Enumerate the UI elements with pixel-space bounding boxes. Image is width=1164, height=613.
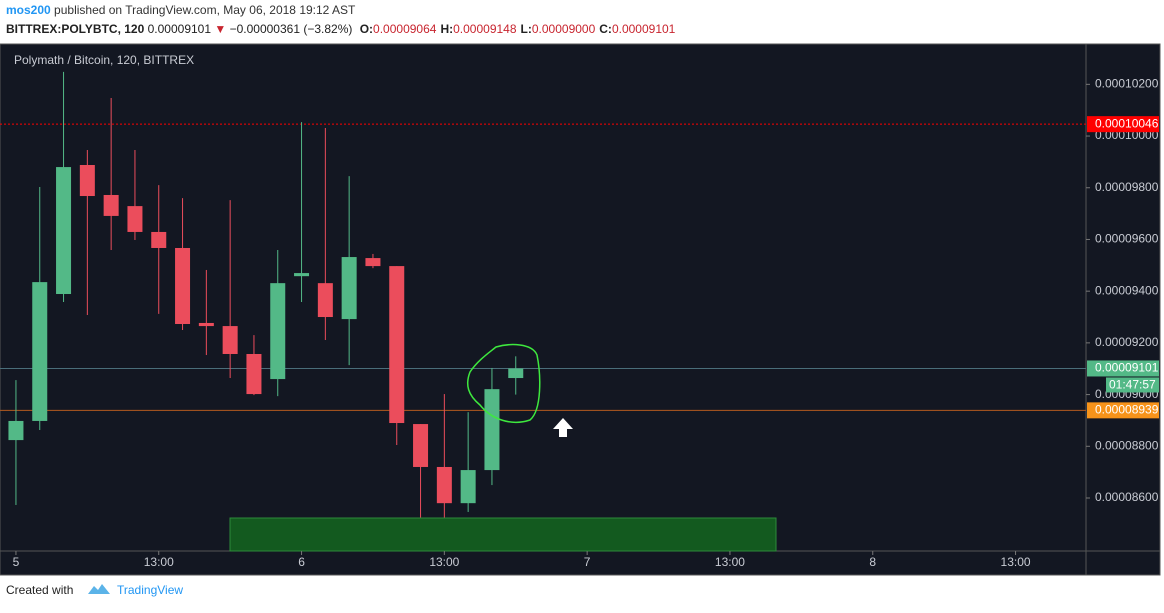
x-tick-label: 13:00 xyxy=(1001,555,1031,569)
candle-body xyxy=(246,353,262,395)
x-tick-label: 8 xyxy=(869,555,876,569)
symbol: BITTREX:POLYBTC, 120 xyxy=(6,22,145,36)
candle-body xyxy=(175,247,191,325)
ohlc-value: 0.00009064 xyxy=(373,22,437,36)
candle-body xyxy=(127,206,143,232)
candle-body xyxy=(436,466,452,504)
ohlc-label: C: xyxy=(599,22,612,36)
candle-body xyxy=(56,167,72,295)
arrow-annotation xyxy=(553,418,573,437)
ohlc-value: 0.00009000 xyxy=(532,22,596,36)
countdown-box xyxy=(1106,377,1159,393)
ohlc-label: L: xyxy=(521,22,532,36)
change-arrow: ▼ xyxy=(214,22,226,36)
countdown: 01:47:57 xyxy=(1109,378,1156,392)
circle-annotation xyxy=(467,343,541,424)
plot xyxy=(0,71,1086,520)
candle-body xyxy=(389,266,405,424)
published: published on TradingView.com, May 06, 20… xyxy=(54,3,356,17)
y-tick-label: 0.00008600 xyxy=(1095,490,1159,504)
x-tick-label: 13:00 xyxy=(715,555,745,569)
candle-body xyxy=(32,282,48,421)
candle-body xyxy=(151,231,167,248)
candle-body xyxy=(8,420,24,441)
candle-body xyxy=(413,424,429,467)
candle-body xyxy=(365,258,381,267)
last-price: 0.00009101 xyxy=(148,22,212,36)
candle-body xyxy=(508,368,524,379)
ohlc-label: H: xyxy=(440,22,453,36)
x-tick-label: 13:00 xyxy=(144,555,174,569)
y-tick-label: 0.00010200 xyxy=(1095,77,1159,91)
candle-body xyxy=(484,389,500,471)
x-tick-label: 7 xyxy=(584,555,591,569)
x-tick-label: 5 xyxy=(13,555,20,569)
footer-created: Created with xyxy=(6,583,73,597)
footer-brand[interactable]: TradingView xyxy=(117,583,183,597)
header-line: mos200 published on TradingView.com, May… xyxy=(6,3,356,17)
ohlc-label: O: xyxy=(360,22,373,36)
y-tick-label: 0.00009600 xyxy=(1095,232,1159,246)
candle-body xyxy=(294,273,310,277)
y-tick-label: 0.00009400 xyxy=(1095,283,1159,297)
price-label: 0.00010046 xyxy=(1095,116,1159,130)
candle-body xyxy=(198,322,214,327)
price-label: 0.00008939 xyxy=(1095,403,1159,417)
y-tick-label: 0.00009800 xyxy=(1095,180,1159,194)
chart-title: Polymath / Bitcoin, 120, BITTREX xyxy=(14,53,194,67)
brand-logo xyxy=(88,584,110,594)
price-label: 0.00009101 xyxy=(1095,361,1159,375)
candle-body xyxy=(317,283,333,318)
candle-body xyxy=(341,257,357,320)
candle-body xyxy=(79,164,95,197)
change: −0.00000361 (−3.82%) xyxy=(230,22,353,36)
candle-body xyxy=(460,470,476,504)
author[interactable]: mos200 xyxy=(6,3,51,17)
symbol-line: BITTREX:POLYBTC, 120 0.00009101 ▼ −0.000… xyxy=(6,22,676,36)
ohlc-value: 0.00009148 xyxy=(453,22,517,36)
candle-body xyxy=(270,283,286,380)
candle-body xyxy=(222,326,238,354)
candle-body xyxy=(103,194,119,216)
y-tick-label: 0.00009200 xyxy=(1095,335,1159,349)
price-label-box xyxy=(1087,360,1159,377)
zone-annotation xyxy=(229,517,777,552)
x-tick-label: 13:00 xyxy=(429,555,459,569)
y-tick-label: 0.00008800 xyxy=(1095,438,1159,452)
price-label-box xyxy=(1087,116,1159,133)
chart-frame xyxy=(0,43,1161,576)
x-tick-label: 6 xyxy=(298,555,305,569)
ohlc-value: 0.00009101 xyxy=(612,22,676,36)
price-label-box xyxy=(1087,402,1159,419)
